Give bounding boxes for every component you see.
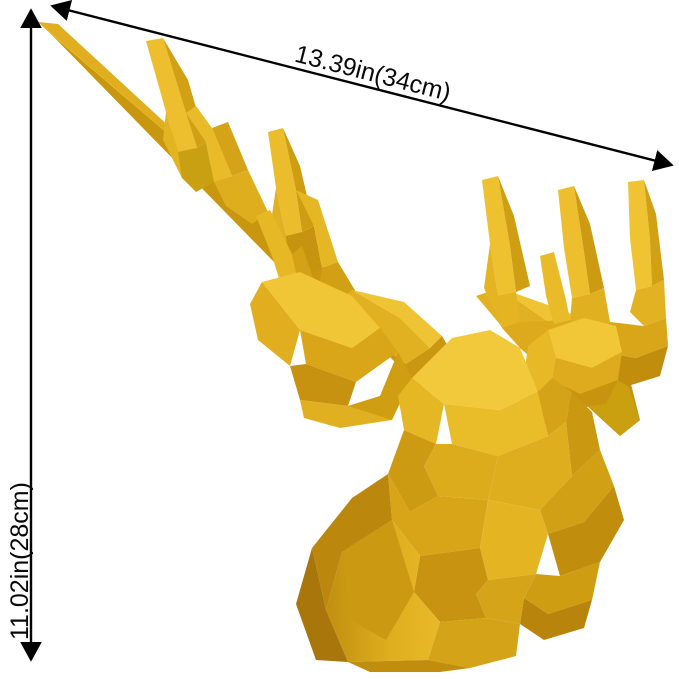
left-ear — [250, 272, 412, 428]
deer-head — [296, 330, 624, 672]
height-dimension-label: 11.02in(28cm) — [6, 482, 34, 640]
width-dimension-arrow — [50, 0, 674, 171]
